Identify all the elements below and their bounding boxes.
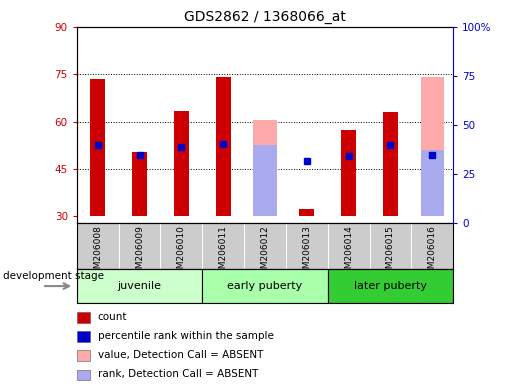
Bar <box>77 269 202 303</box>
Bar <box>420 78 444 217</box>
Text: GSM206016: GSM206016 <box>428 225 437 280</box>
Text: count: count <box>98 312 127 322</box>
Bar <box>328 269 453 303</box>
Bar <box>420 150 444 217</box>
Bar <box>383 112 398 217</box>
Text: GSM206011: GSM206011 <box>219 225 228 280</box>
Text: GSM206010: GSM206010 <box>177 225 186 280</box>
Bar <box>174 111 189 217</box>
Title: GDS2862 / 1368066_at: GDS2862 / 1368066_at <box>184 10 346 25</box>
Bar <box>91 79 105 217</box>
Bar <box>202 269 328 303</box>
Bar <box>253 145 277 217</box>
Text: GSM206014: GSM206014 <box>344 225 353 280</box>
Text: later puberty: later puberty <box>354 281 427 291</box>
Text: GSM206012: GSM206012 <box>261 225 269 280</box>
Bar <box>132 152 147 217</box>
Bar <box>341 129 356 217</box>
Text: GSM206015: GSM206015 <box>386 225 395 280</box>
Text: GSM206013: GSM206013 <box>302 225 311 280</box>
Bar <box>77 350 90 361</box>
Text: development stage: development stage <box>3 271 104 281</box>
Bar <box>216 78 231 217</box>
Text: juvenile: juvenile <box>118 281 162 291</box>
Text: value, Detection Call = ABSENT: value, Detection Call = ABSENT <box>98 350 263 360</box>
Bar <box>77 312 90 323</box>
Text: GSM206009: GSM206009 <box>135 225 144 280</box>
Text: GSM206008: GSM206008 <box>93 225 102 280</box>
Text: percentile rank within the sample: percentile rank within the sample <box>98 331 273 341</box>
Bar <box>77 369 90 380</box>
Bar <box>77 331 90 342</box>
Text: rank, Detection Call = ABSENT: rank, Detection Call = ABSENT <box>98 369 258 379</box>
Bar <box>299 209 314 217</box>
Text: early puberty: early puberty <box>227 281 303 291</box>
Bar <box>253 120 277 217</box>
